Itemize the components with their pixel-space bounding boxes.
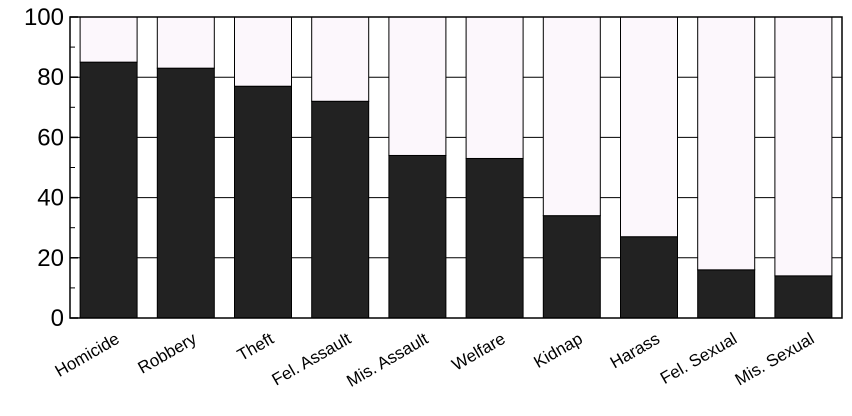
x-tick-label: Homicide (52, 329, 123, 381)
bar-homicide-seg-2 (79, 16, 138, 63)
bar-robbery-seg-2 (156, 16, 215, 69)
bar-fel-sexual-seg-2 (697, 16, 756, 271)
x-tick-label: Theft (234, 329, 277, 365)
bar-harass-seg-2 (620, 16, 678, 238)
bars (79, 16, 833, 319)
x-tick-label: Welfare (449, 329, 509, 375)
bar-mis-assault-seg-1 (388, 154, 447, 319)
y-tick-label: 100 (24, 4, 64, 31)
bar-harass-seg-1 (620, 236, 678, 319)
x-tick-label: Robbery (135, 329, 201, 378)
bar-kidnap-seg-2 (542, 16, 601, 217)
bar-robbery-seg-1 (156, 67, 215, 319)
bar-mis-sexual-seg-1 (774, 275, 833, 319)
y-tick-label: 40 (37, 185, 64, 212)
x-tick-label: Kidnap (530, 329, 585, 372)
bar-welfare-seg-1 (465, 157, 524, 319)
x-tick-label: Harass (607, 329, 663, 372)
x-tick-label: Mis. Assault (343, 329, 431, 391)
bar-fel-assault-seg-2 (311, 16, 370, 102)
bar-fel-assault-seg-1 (311, 100, 370, 319)
bar-theft-seg-2 (234, 16, 292, 87)
bar-fel-sexual-seg-1 (697, 269, 756, 319)
y-tick-label: 20 (37, 245, 64, 272)
bar-homicide-seg-1 (79, 61, 138, 319)
bar-theft-seg-1 (234, 85, 292, 319)
x-tick-label: Fel. Assault (269, 329, 355, 390)
y-tick-label: 80 (37, 64, 64, 91)
bar-mis-assault-seg-2 (388, 16, 447, 156)
y-tick-label: 0 (51, 305, 64, 332)
x-tick-label: Mis. Sexual (732, 329, 818, 389)
x-tick-label: Fel. Sexual (657, 329, 740, 388)
bar-welfare-seg-2 (465, 16, 524, 159)
y-axis: 0 20 40 60 80 100 (24, 4, 78, 332)
bar-mis-sexual-seg-2 (774, 16, 833, 277)
bar-kidnap-seg-1 (542, 215, 601, 319)
y-tick-label: 60 (37, 124, 64, 151)
